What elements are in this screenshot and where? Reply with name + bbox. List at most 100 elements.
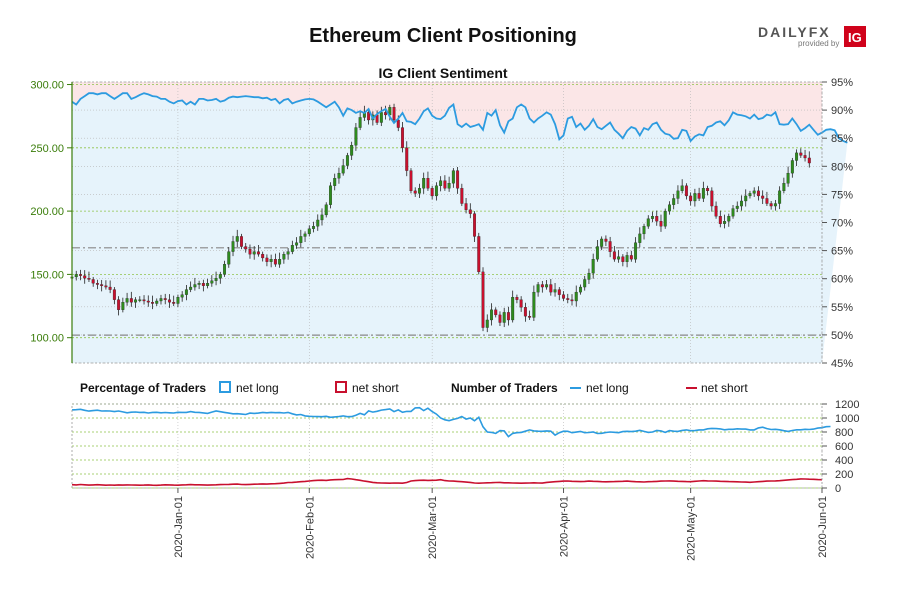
candle-bull — [206, 283, 210, 286]
candle-bear — [612, 251, 616, 260]
candle-bear — [409, 170, 413, 192]
candle-bull — [227, 251, 231, 265]
chart-subtitle: IG Client Sentiment — [378, 65, 507, 81]
pct-tick-label: 95% — [831, 77, 853, 89]
candle-bull — [532, 291, 536, 318]
candle-bear — [464, 203, 468, 210]
candle-bull — [778, 190, 782, 204]
legend-num-short-label: net short — [701, 381, 748, 395]
candle-bear — [706, 188, 710, 192]
candle-bear — [769, 203, 773, 207]
candle-bull — [434, 185, 438, 197]
candle-bear — [697, 193, 701, 199]
legend-pct-long-swatch — [219, 381, 231, 393]
candle-bull — [595, 246, 599, 260]
candle-bull — [295, 242, 299, 246]
candle-bear — [562, 294, 565, 299]
traders-panel: 0 200 400 600 800 1000 1200 — [71, 399, 859, 495]
candle-bull — [231, 241, 235, 252]
date-tick-label: 2020-Apr-01 — [559, 496, 571, 557]
legend-pct-short-label: net short — [352, 381, 399, 395]
net-short-traders-line — [71, 477, 823, 487]
candle-bear — [765, 198, 769, 204]
candle-bull — [731, 208, 735, 217]
candle-bull — [600, 238, 604, 247]
pct-tick-label: 75% — [831, 189, 853, 201]
candle-bull — [545, 284, 549, 288]
candle-bear — [100, 284, 104, 286]
candle-bear — [443, 180, 447, 189]
legend-num-heading: Number of Traders — [451, 381, 558, 395]
price-tick-label: 100.00 — [30, 333, 64, 345]
candle-bear — [570, 299, 574, 302]
pct-tick-label: 45% — [831, 358, 853, 370]
candle-bull — [735, 205, 739, 209]
candle-bear — [367, 112, 371, 121]
candle-bear — [756, 190, 760, 197]
ig-badge — [844, 26, 866, 47]
candle-bull — [744, 195, 748, 202]
candle-bull — [303, 233, 307, 237]
candle-bull — [646, 218, 650, 227]
candle-bear — [460, 188, 464, 204]
candle-bear — [604, 238, 608, 242]
candle-bull — [345, 155, 349, 166]
candle-bull — [680, 185, 684, 192]
candle-bull — [447, 183, 451, 189]
candle-bear — [112, 289, 116, 300]
net-long-pct-line — [71, 92, 848, 144]
candle-bear — [523, 307, 527, 317]
candle-bear — [117, 299, 121, 310]
traders-tick-label: 1200 — [835, 399, 859, 411]
candle-bull — [312, 226, 315, 229]
legend-num-long-label: net long — [586, 381, 629, 395]
brand-tagline: provided by — [798, 39, 839, 48]
candle-bear — [689, 195, 693, 202]
chart-title: Ethereum Client Positioning — [309, 25, 577, 47]
candle-bull — [329, 185, 332, 205]
candle-bull — [723, 221, 727, 224]
candle-bull — [324, 204, 328, 216]
candle-bull — [536, 284, 540, 293]
net-long-area — [72, 93, 848, 363]
candle-bear — [396, 119, 400, 128]
candle-bear — [240, 236, 243, 247]
candle-bull — [320, 214, 324, 221]
candle-bull — [218, 274, 222, 279]
candle-bull — [278, 259, 282, 265]
pct-tick-label: 60% — [831, 274, 853, 286]
candle-bull — [193, 284, 197, 288]
candle-bull — [299, 236, 303, 243]
pct-tick-label: 50% — [831, 330, 853, 342]
legend-pct-short-swatch — [335, 381, 347, 393]
candle-bear — [401, 127, 404, 148]
candle-bull — [574, 291, 578, 302]
traders-tick-label: 400 — [835, 455, 853, 467]
candle-bear — [172, 302, 176, 304]
candle-bear — [540, 284, 544, 288]
candle-bull — [553, 289, 557, 293]
candle-bear — [629, 255, 633, 260]
candle-bull — [625, 255, 629, 262]
candle-bull — [790, 160, 794, 174]
candle-bull — [672, 198, 676, 205]
candle-bear — [273, 259, 277, 265]
date-tick-label: 2020-Jan-01 — [173, 496, 185, 558]
candle-bear — [761, 195, 765, 199]
date-tick-label: 2020-Feb-01 — [304, 496, 316, 559]
candle-bull — [740, 200, 743, 207]
candle-bear — [807, 157, 811, 164]
candle-bull — [290, 245, 294, 252]
price-tick-label: 300.00 — [30, 80, 64, 92]
candle-bull — [350, 145, 354, 156]
ig-badge-label: IG — [848, 30, 862, 45]
candle-bull — [121, 302, 125, 310]
candle-bull — [795, 152, 799, 161]
candle-bull — [579, 286, 582, 293]
price-sentiment-panel: 100.00 150.00 200.00 250.00 300.00 45% 50% 55% 6… — [30, 77, 853, 370]
candle-bull — [511, 297, 515, 321]
candle-bear — [83, 275, 87, 279]
candle-bull — [138, 299, 142, 301]
candle-bear — [201, 283, 205, 286]
traders-tick-label: 200 — [835, 469, 853, 481]
